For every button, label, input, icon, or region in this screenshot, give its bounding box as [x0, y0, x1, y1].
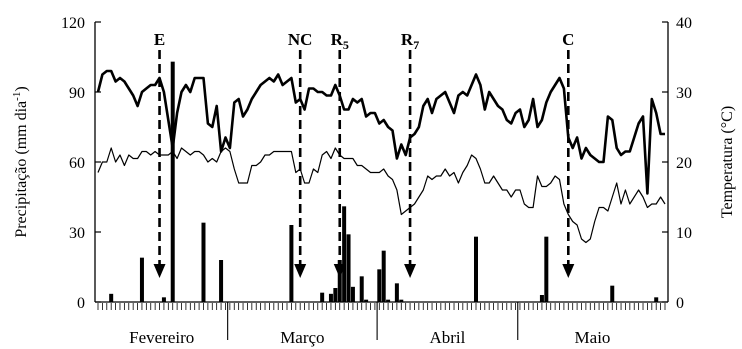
precipitation-bar [539, 295, 544, 302]
precipitation-bars [109, 61, 659, 302]
y-right-tick-label: 10 [676, 225, 692, 242]
stage-label: E [154, 30, 165, 49]
precipitation-bar [346, 234, 351, 302]
precipitation-bar [328, 293, 333, 302]
precipitation-bar [161, 297, 166, 302]
precipitation-bar [320, 292, 325, 302]
month-label: Maio [575, 328, 611, 347]
month-label: Fevereiro [129, 328, 194, 347]
precipitation-bar [219, 260, 224, 302]
precipitation-bar [610, 285, 615, 302]
stage-label: NC [288, 30, 313, 49]
precipitation-bar [170, 61, 175, 302]
precipitation-bar [109, 293, 114, 302]
y-right-tick-label: 40 [676, 15, 692, 32]
precipitation-bar [342, 206, 347, 302]
precipitation-bar [474, 236, 478, 302]
axis-ticks: 0 30 60 90 120 0 10 20 30 40 Fevereiro Março Abril Ma… [61, 15, 692, 347]
stage-arrow-head [294, 264, 307, 278]
precipitation-bar [377, 269, 382, 302]
precipitation-bar [654, 297, 659, 302]
precipitation-bar [394, 283, 399, 302]
precipitation-bar [201, 222, 206, 302]
stage-arrow-head [404, 264, 417, 278]
precipitation-bar [289, 225, 294, 302]
stage-arrows: E NC R5 R7 C [153, 30, 575, 278]
y-left-tick-label: 90 [69, 85, 85, 102]
stage-arrow-head [333, 264, 346, 278]
precipitation-bar [381, 250, 386, 302]
stage-label: R5 [331, 30, 349, 52]
precipitation-bar [359, 276, 364, 302]
precipitation-bar [544, 236, 549, 302]
stage-label: C [562, 30, 574, 49]
stage-arrow-head [562, 264, 575, 278]
precipitation-bar [333, 288, 338, 302]
y-left-tick-label: 30 [69, 225, 85, 242]
y-right-tick-label: 20 [676, 155, 692, 172]
y-axis-left-title: Precipitação (mm dia-1) [11, 86, 30, 237]
stage-label: R7 [401, 30, 419, 52]
month-label: Março [280, 328, 324, 347]
precipitation-bar [386, 299, 391, 302]
precipitation-bar [337, 260, 342, 302]
y-right-tick-label: 30 [676, 85, 692, 102]
precipitation-bar [364, 299, 369, 302]
temperature-lines [96, 69, 666, 244]
y-left-tick-label: 60 [69, 155, 85, 172]
y-axis-right-title: Temperatura (°C) [719, 106, 736, 218]
y-left-tick-label: 120 [61, 15, 85, 32]
min-temperature-line [97, 147, 666, 244]
y-right-tick-label: 0 [676, 295, 684, 312]
axes [94, 22, 669, 303]
precipitation-bar [139, 257, 144, 302]
precipitation-bar [350, 286, 355, 302]
stage-arrow-head [153, 264, 166, 278]
max-temperature-line [96, 69, 665, 195]
y-left-tick-label: 0 [77, 295, 85, 312]
month-label: Abril [429, 328, 465, 347]
precipitation-bar [399, 299, 404, 302]
